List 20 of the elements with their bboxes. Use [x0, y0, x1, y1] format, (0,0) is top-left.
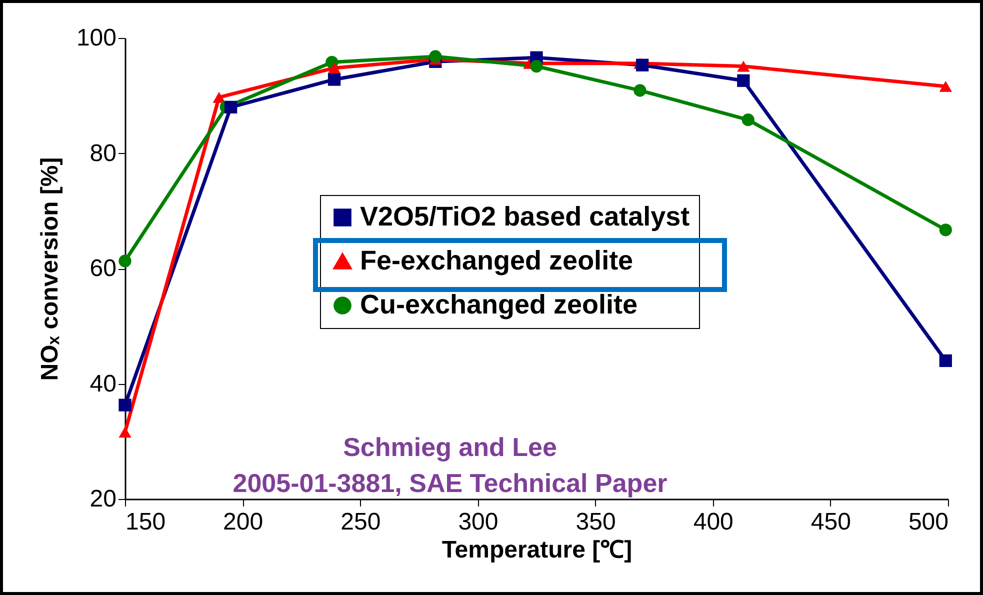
x-tick-label: 200: [223, 508, 264, 536]
annotation: Schmieg and Lee: [343, 432, 557, 462]
y-tick-label: 100: [76, 24, 116, 52]
legend-label: Fe-exchanged zeolite: [360, 246, 634, 276]
legend-label: V2O5/TiO2 based catalyst: [360, 202, 690, 232]
x-tick-label: 500: [908, 508, 948, 536]
legend-label: Cu-exchanged zeolite: [360, 290, 638, 320]
x-axis-title: Temperature [℃]: [442, 536, 632, 564]
x-tick-label: 150: [126, 508, 166, 536]
x-tick-label: 350: [576, 508, 616, 536]
x-tick-label: 450: [810, 508, 851, 536]
x-tick-label: 400: [693, 508, 734, 536]
y-axis-title: NOₓ conversion [%]: [36, 157, 64, 381]
x-tick-label: 250: [340, 508, 381, 536]
y-tick-label: 60: [90, 255, 116, 282]
annotation: 2005-01-3881, SAE Technical Paper: [232, 468, 668, 498]
y-tick-label: 20: [90, 486, 116, 512]
y-tick-label: 80: [90, 140, 116, 167]
y-tick-label: 40: [90, 370, 116, 398]
x-tick-label: 300: [458, 508, 498, 536]
